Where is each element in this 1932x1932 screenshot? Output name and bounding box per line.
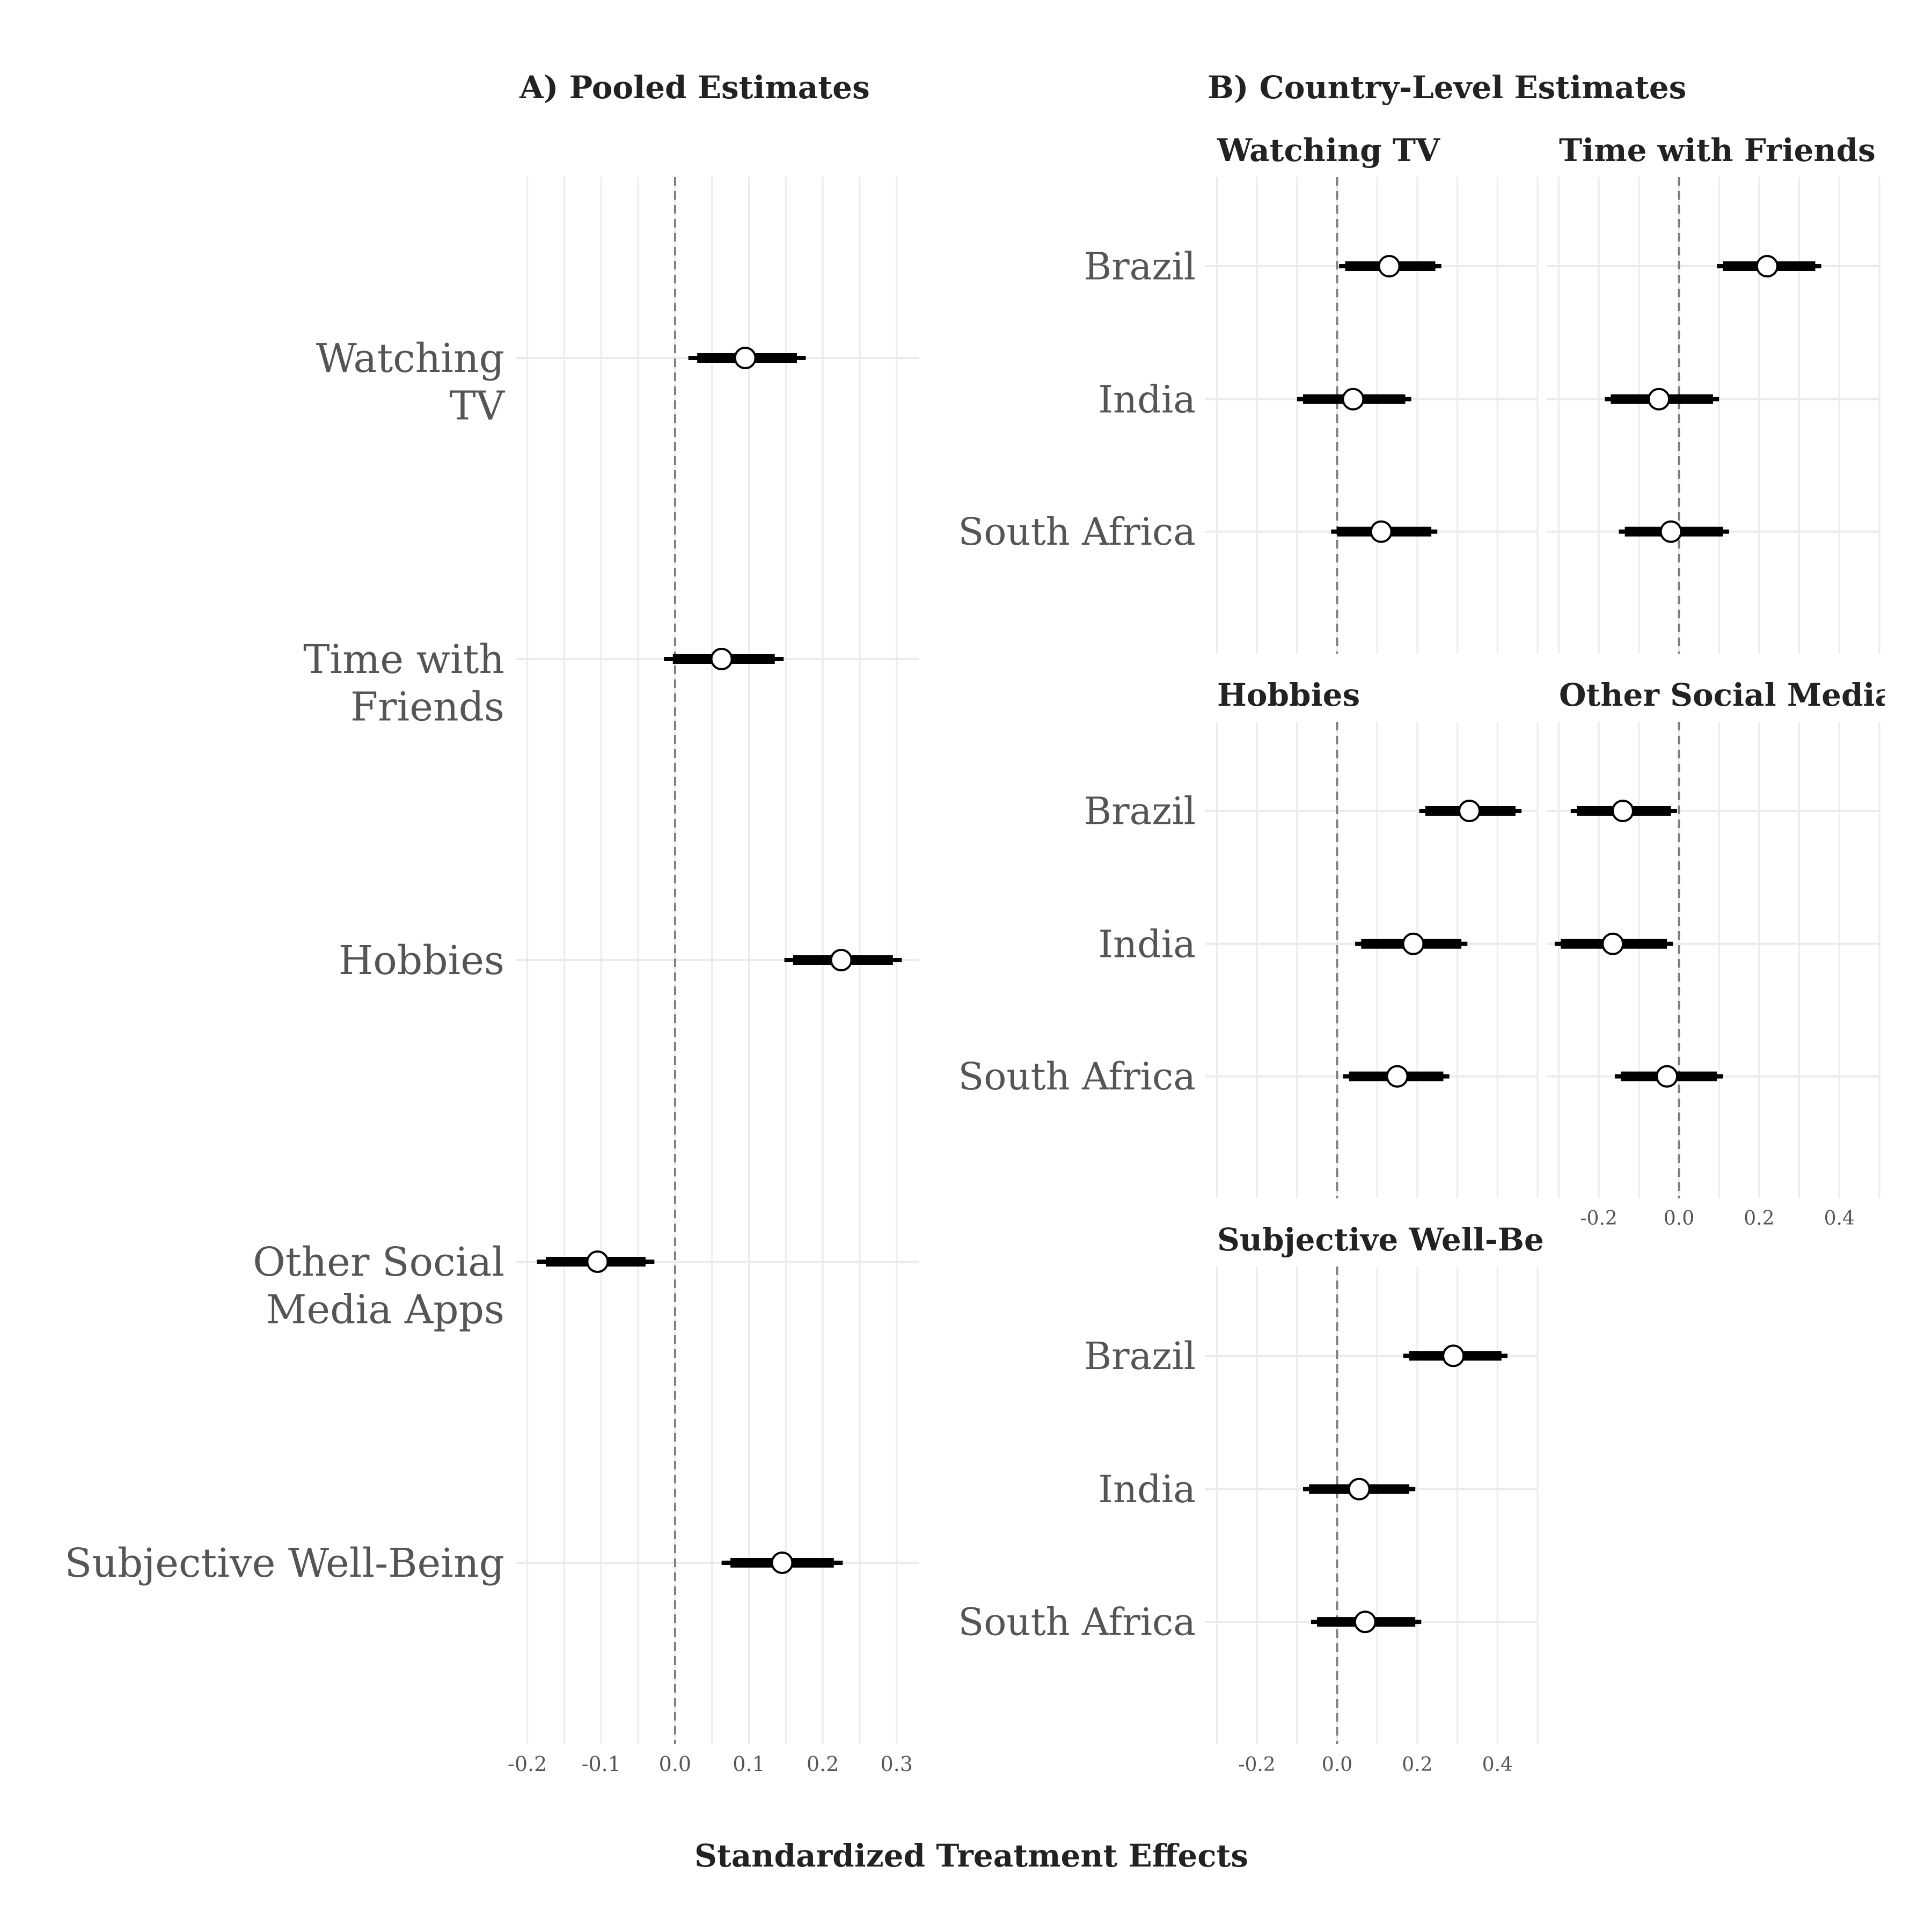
estimate-point [1601,932,1624,955]
estimate-point [1656,1065,1679,1088]
x-tick-label: 0.2 [1744,1208,1774,1230]
row-label: Brazil [1084,789,1196,833]
row-label: Media Apps [266,1287,504,1333]
row-label: Other Social [253,1239,504,1285]
row-label: South Africa [958,1600,1196,1644]
estimate-point [1648,387,1671,411]
x-tick-label: 0.0 [659,1752,691,1776]
estimate-point [1342,387,1365,411]
estimate-point [710,648,733,670]
x-axis-title: Standardized Treatment Effects [694,1838,1248,1874]
x-tick-label: 0.2 [1402,1754,1432,1776]
row-label: Time with [303,636,504,683]
estimate-point [734,347,757,369]
estimate-point [1370,520,1393,543]
panel-a-title: A) Pooled Estimates [519,69,870,106]
x-tick-label: 0.0 [1322,1754,1352,1776]
row-label: South Africa [958,1055,1196,1099]
row-label: Hobbies [339,938,504,984]
estimate-point [1755,255,1779,278]
x-tick-label: 0.4 [1482,1754,1513,1776]
facet-panel: Other Social Media -0.2 0.0 0.2 0.4 [1547,677,1895,1230]
row-label: South Africa [958,510,1196,554]
x-tick-label: -0.2 [1580,1208,1617,1230]
facet-title: Subjective Well-Bei [1217,1221,1556,1258]
row-label: Friends [350,684,504,730]
estimate-point [586,1250,609,1273]
estimate-point [830,949,853,971]
estimate-point [1611,800,1634,823]
estimate-point [1386,1065,1409,1088]
facet-panel: Time with Friends [1547,132,1880,654]
estimate-point [1402,932,1425,955]
row-label: Subjective Well-Being [65,1540,504,1586]
panel-b-title: B) Country-Level Estimates [1208,69,1686,106]
row-label: India [1098,922,1196,966]
facet-title: Time with Friends [1559,132,1876,169]
row-label: Brazil [1084,1334,1196,1378]
x-tick-label: 0.4 [1824,1208,1855,1230]
row-label: TV [449,383,505,429]
estimate-point [1659,520,1682,543]
estimate-point [1353,1611,1377,1634]
panel-b-country: Watching TV Brazil India South Africa Time w… [958,132,1895,1776]
row-label: Brazil [1084,245,1196,289]
estimate-point [1442,1344,1465,1367]
x-tick-label: 0.2 [807,1752,839,1776]
estimate-point [771,1552,794,1574]
x-tick-label: 0.3 [880,1752,912,1776]
facet-title: Other Social Media [1559,677,1895,713]
x-tick-label: -0.2 [1238,1754,1275,1776]
x-tick-label: -0.2 [508,1752,547,1776]
facet-panel: Watching TV Brazil India South Africa [958,132,1539,654]
estimate-point [1348,1477,1371,1501]
row-label: Watching [316,335,504,382]
facet-title: Hobbies [1217,677,1360,713]
facet-panel: Subjective Well-Bei Brazil India South Afri… [958,1221,1556,1776]
x-tick-label: -0.1 [582,1752,621,1776]
row-label: India [1098,377,1196,421]
facet-title: Watching TV [1217,132,1440,169]
x-tick-label: 0.0 [1664,1208,1694,1230]
estimate-point [1458,800,1481,823]
estimate-point [1378,255,1401,278]
row-label: India [1098,1467,1196,1511]
facet-panel: Hobbies Brazil India South Africa [958,677,1539,1198]
x-tick-label: 0.1 [733,1752,765,1776]
